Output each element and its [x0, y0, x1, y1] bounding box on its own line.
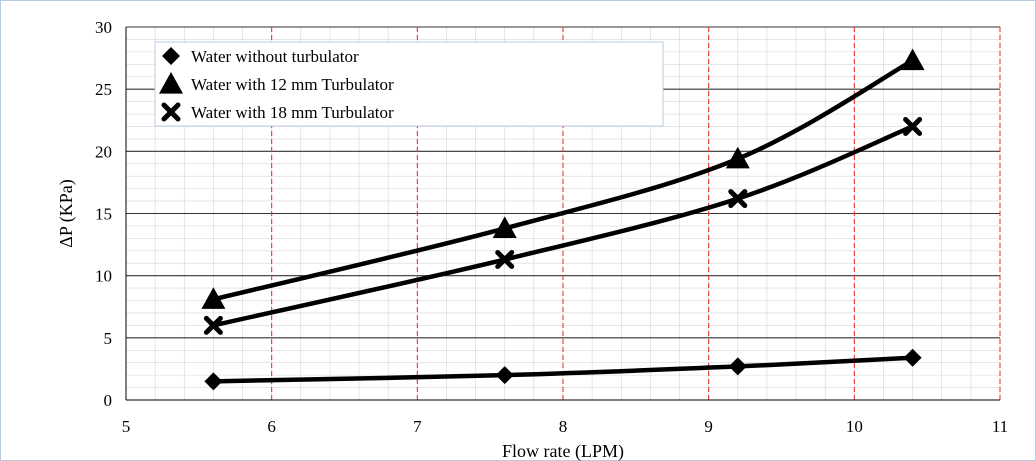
x-tick-label: 9 [704, 417, 713, 436]
y-tick-label: 25 [95, 80, 112, 99]
x-tick-label: 8 [559, 417, 568, 436]
x-tick-label: 11 [992, 417, 1008, 436]
legend-label-3: Water with 18 mm Turbulator [191, 103, 394, 122]
legend-label-1: Water without turbulator [191, 47, 359, 66]
y-tick-label: 30 [95, 18, 112, 37]
legend: Water without turbulator Water with 12 mm… [155, 42, 663, 126]
x-tick-label: 5 [122, 417, 131, 436]
legend-label-2: Water with 12 mm Turbulator [191, 75, 394, 94]
x-tick-label: 6 [267, 417, 276, 436]
y-tick-label: 0 [104, 391, 113, 410]
y-tick-label: 15 [95, 205, 112, 224]
y-axis-title: ΔP (KPa) [56, 179, 77, 247]
series-1-point [729, 357, 747, 375]
y-tick-label: 10 [95, 267, 112, 286]
series-1-point [904, 349, 922, 367]
series-1-point [496, 366, 514, 384]
y-tick-label: 5 [104, 329, 113, 348]
y-tick-label: 20 [95, 142, 112, 161]
x-tick-label: 10 [846, 417, 863, 436]
x-tick-label: 7 [413, 417, 422, 436]
x-axis-title: Flow rate (LPM) [502, 441, 624, 461]
